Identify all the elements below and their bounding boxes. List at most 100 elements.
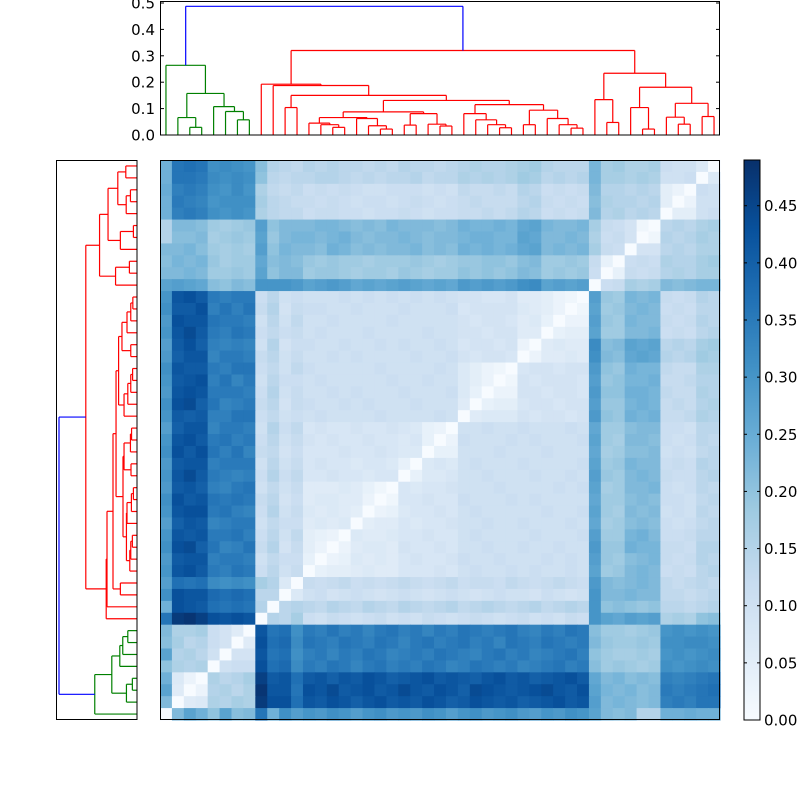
heatmap-cell	[362, 553, 376, 566]
heatmap-cell	[565, 684, 578, 697]
heatmap-cell	[588, 445, 602, 459]
heatmap-cell	[195, 338, 209, 352]
heatmap-cell	[386, 255, 399, 268]
heatmap-cell	[577, 422, 590, 435]
heatmap-cell	[434, 600, 447, 614]
heatmap-cell	[672, 362, 685, 376]
heatmap-cell	[648, 160, 662, 173]
heatmap-cell	[708, 434, 721, 447]
heatmap-cell	[696, 243, 709, 256]
heatmap-cell	[660, 160, 673, 173]
heatmap-cell	[648, 696, 662, 709]
heatmap-cell	[326, 398, 340, 411]
heatmap-cell	[314, 422, 328, 435]
heatmap-cell	[398, 445, 411, 459]
heatmap-cell	[183, 517, 197, 530]
heatmap-cell	[600, 684, 614, 697]
heatmap-cell	[457, 541, 471, 554]
heatmap-cell	[374, 541, 387, 554]
heatmap-cell	[469, 410, 483, 423]
heatmap-cell	[338, 636, 352, 650]
heatmap-cell	[279, 398, 292, 411]
heatmap-cell	[386, 338, 399, 352]
heatmap-cell	[696, 338, 709, 352]
heatmap-cell	[243, 565, 256, 578]
heatmap-cell	[648, 291, 662, 304]
heatmap-cell	[672, 672, 685, 685]
heatmap-cell	[672, 517, 685, 530]
heatmap-cell	[171, 457, 185, 471]
heatmap-cell	[481, 279, 495, 292]
heatmap-cell	[422, 267, 435, 280]
heatmap-cell	[207, 422, 221, 435]
heatmap-cell	[636, 255, 650, 268]
heatmap-cell	[612, 410, 626, 423]
heatmap-cell	[672, 553, 685, 566]
heatmap-cell	[207, 160, 221, 173]
heatmap-cell	[469, 457, 483, 471]
heatmap-cell	[684, 410, 697, 423]
heatmap-cell	[195, 434, 209, 447]
heatmap-cell	[160, 243, 173, 256]
heatmap-cell	[195, 541, 209, 554]
heatmap-cell	[445, 243, 459, 256]
heatmap-cell	[636, 374, 650, 387]
heatmap-cell	[553, 255, 566, 268]
heatmap-cell	[565, 398, 578, 411]
heatmap-cell	[231, 493, 245, 507]
heatmap-cell	[207, 362, 221, 376]
heatmap-cell	[302, 314, 316, 328]
heatmap-cell	[588, 302, 602, 316]
heatmap-cell	[672, 279, 685, 292]
heatmap-cell	[517, 350, 530, 364]
heatmap-cell	[624, 493, 638, 507]
heatmap-cell	[207, 338, 221, 352]
heatmap-cell	[267, 529, 280, 542]
heatmap-cell	[362, 183, 376, 197]
heatmap-cell	[469, 481, 483, 495]
heatmap-cell	[684, 279, 697, 292]
heatmap-cell	[672, 600, 685, 614]
colorbar-tick-label: 0.25	[764, 426, 797, 444]
heatmap-cell	[219, 481, 233, 495]
heatmap-cell	[422, 600, 435, 614]
heatmap-cell	[422, 302, 435, 316]
heatmap-cell	[445, 410, 459, 423]
heatmap-cell	[410, 362, 423, 376]
heatmap-cell	[398, 374, 411, 387]
heatmap-cell	[481, 588, 495, 602]
heatmap-cell	[469, 195, 483, 209]
heatmap-cell	[517, 207, 530, 221]
heatmap-cell	[302, 326, 316, 340]
heatmap-cell	[612, 708, 626, 721]
heatmap-cell	[362, 445, 376, 459]
heatmap-cell	[636, 493, 650, 507]
heatmap-cell	[279, 267, 292, 280]
heatmap-cell	[493, 302, 507, 316]
heatmap-cell	[362, 195, 376, 209]
heatmap-cell	[660, 374, 673, 387]
heatmap-cell	[481, 541, 495, 554]
heatmap-cell	[255, 207, 268, 221]
heatmap-cell	[553, 529, 566, 542]
heatmap-cell	[553, 434, 566, 447]
heatmap-cell	[338, 279, 352, 292]
heatmap-cell	[481, 183, 495, 197]
heatmap-cell	[648, 231, 662, 245]
heatmap-cell	[434, 434, 447, 447]
heatmap-cell	[338, 660, 352, 673]
heatmap-cell	[612, 291, 626, 304]
colorbar-gradient	[743, 159, 761, 721]
heatmap-cell	[350, 171, 364, 185]
heatmap-cell	[350, 183, 364, 197]
heatmap-cell	[517, 445, 530, 459]
heatmap-cell	[696, 410, 709, 423]
heatmap-cell	[422, 565, 435, 578]
heatmap-cell	[517, 505, 530, 519]
heatmap-cell	[529, 624, 542, 638]
heatmap-cell	[457, 553, 471, 566]
heatmap-cell	[410, 171, 423, 185]
heatmap-cell	[624, 660, 638, 673]
heatmap-cell	[314, 588, 328, 602]
heatmap-cell	[565, 314, 578, 328]
